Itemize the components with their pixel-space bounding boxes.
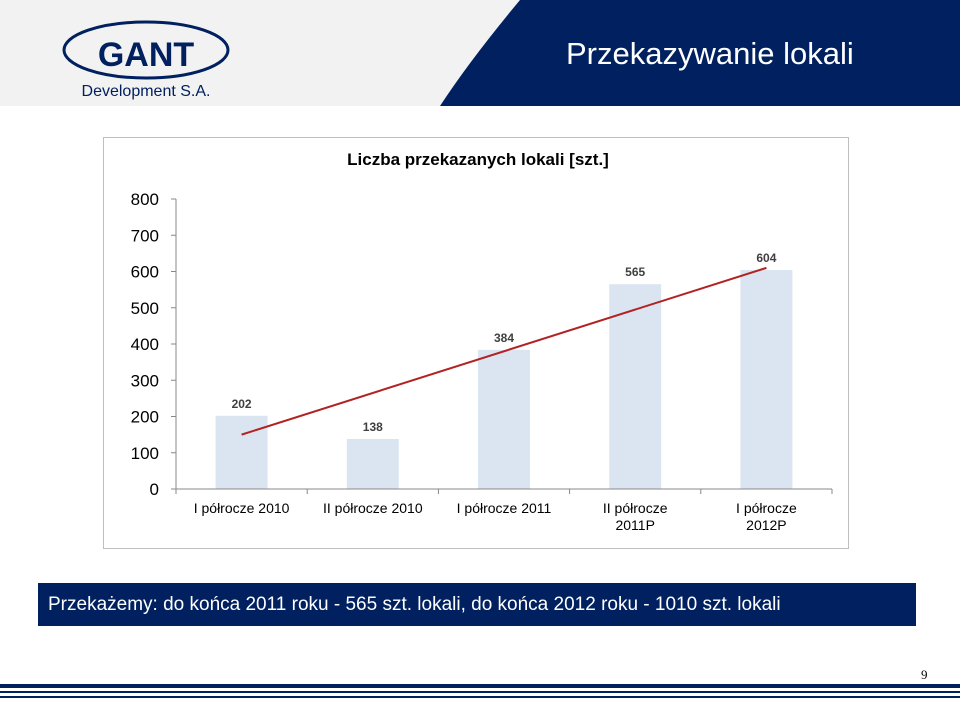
- bar: [609, 284, 662, 489]
- trend-line: [241, 266, 767, 436]
- header-background: [0, 0, 960, 106]
- bar: [478, 349, 530, 489]
- logo-main-text: GANT: [98, 36, 195, 74]
- y-tick-label: 300: [131, 371, 159, 390]
- bar-chart: Liczba przekazanych lokali [szt.] 0 100 20…: [131, 150, 833, 533]
- x-tick-label: I półrocze 2010: [194, 500, 290, 516]
- slide-title: Przekazywanie lokali: [566, 36, 854, 71]
- y-tick-label: 100: [131, 444, 159, 463]
- y-tick-label: 700: [131, 226, 159, 245]
- x-tick-label: II półrocze 2010: [323, 500, 423, 516]
- y-tick-label: 600: [131, 263, 159, 282]
- y-tick-label: 400: [131, 335, 159, 354]
- y-tick-label: 0: [150, 480, 159, 499]
- x-tick-label: I półrocze 2011: [457, 500, 552, 516]
- bar: [215, 415, 268, 489]
- logo-panel: [0, 0, 520, 106]
- bar: [346, 438, 399, 489]
- data-label: 604: [756, 251, 776, 265]
- x-tick-label: 2012P: [746, 517, 786, 533]
- footer-lines: [0, 684, 960, 698]
- page-number: 9: [921, 667, 928, 682]
- bar: [740, 270, 793, 489]
- y-tick-label: 500: [131, 299, 159, 318]
- data-label: 565: [625, 265, 645, 279]
- footer-line-thick: [0, 684, 960, 688]
- slide-header: GANT Development S.A. Przekazywanie loka…: [0, 0, 960, 106]
- footer-line-thin: [0, 691, 960, 693]
- footer-line-thin-2: [0, 696, 960, 698]
- chart-title: Liczba przekazanych lokali [szt.]: [347, 150, 609, 169]
- chart-frame: Liczba przekazanych lokali [szt.] 0 100 20…: [103, 137, 849, 549]
- y-tick-label: 800: [131, 190, 159, 209]
- summary-banner: Przekażemy: do końca 2011 roku - 565 szt…: [38, 583, 916, 626]
- gant-logo: GANT Development S.A.: [82, 36, 211, 100]
- y-tick-label: 200: [131, 408, 159, 427]
- logo-sub-text: Development S.A.: [82, 83, 211, 100]
- data-label: 202: [232, 397, 252, 411]
- data-label: 384: [494, 331, 514, 345]
- data-label: 138: [363, 420, 383, 434]
- x-tick-label: II półrocze: [603, 500, 668, 516]
- logo-ellipse-icon: [62, 20, 230, 80]
- x-tick-label: I półrocze: [736, 500, 797, 516]
- x-tick-label: 2011P: [615, 517, 654, 533]
